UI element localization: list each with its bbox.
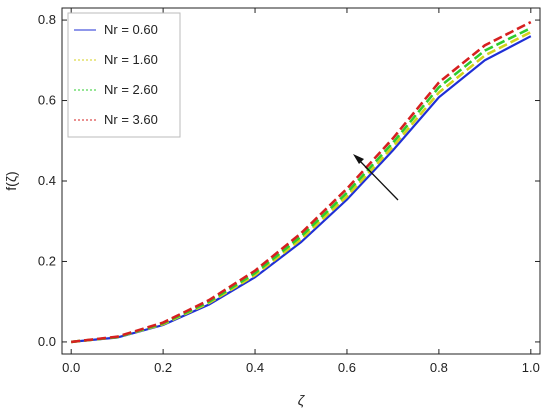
legend-label-1: Nr = 0.60 xyxy=(104,22,158,37)
series-layer xyxy=(71,20,532,344)
legend: Nr = 0.60 Nr = 1.60 Nr = 2.60 Nr = 3.60 xyxy=(67,12,181,138)
y-tick-label: 0.4 xyxy=(38,173,56,188)
x-tick-label: 0.6 xyxy=(338,360,356,375)
y-tick-label: 0.0 xyxy=(38,334,56,349)
series-line-4 xyxy=(71,20,532,344)
x-tick-label: 0.8 xyxy=(430,360,448,375)
legend-label-2: Nr = 1.60 xyxy=(104,52,158,67)
trend-arrow-annotation xyxy=(353,154,399,201)
legend-box xyxy=(67,12,181,138)
y-tick-label: 0.8 xyxy=(38,12,56,27)
y-tick-label: 0.2 xyxy=(38,253,56,268)
x-tick-label: 1.0 xyxy=(522,360,540,375)
trend-arrow-shaft xyxy=(356,157,399,201)
legend-label-3: Nr = 2.60 xyxy=(104,82,158,97)
ticks: 0.0 0.2 0.4 0.6 0.8 1.0 0.0 0.2 0.4 0.6 0.8 xyxy=(38,8,540,375)
x-axis-label: ζ xyxy=(298,392,306,408)
y-tick-label: 0.6 xyxy=(38,93,56,108)
series-line-1 xyxy=(71,35,532,343)
y-axis-label: f(ζ) xyxy=(3,171,19,190)
x-tick-label: 0.0 xyxy=(62,360,80,375)
legend-label-4: Nr = 3.60 xyxy=(104,112,158,127)
x-tick-label: 0.2 xyxy=(154,360,172,375)
x-tick-label: 0.4 xyxy=(246,360,264,375)
trend-arrow-head xyxy=(353,154,364,164)
